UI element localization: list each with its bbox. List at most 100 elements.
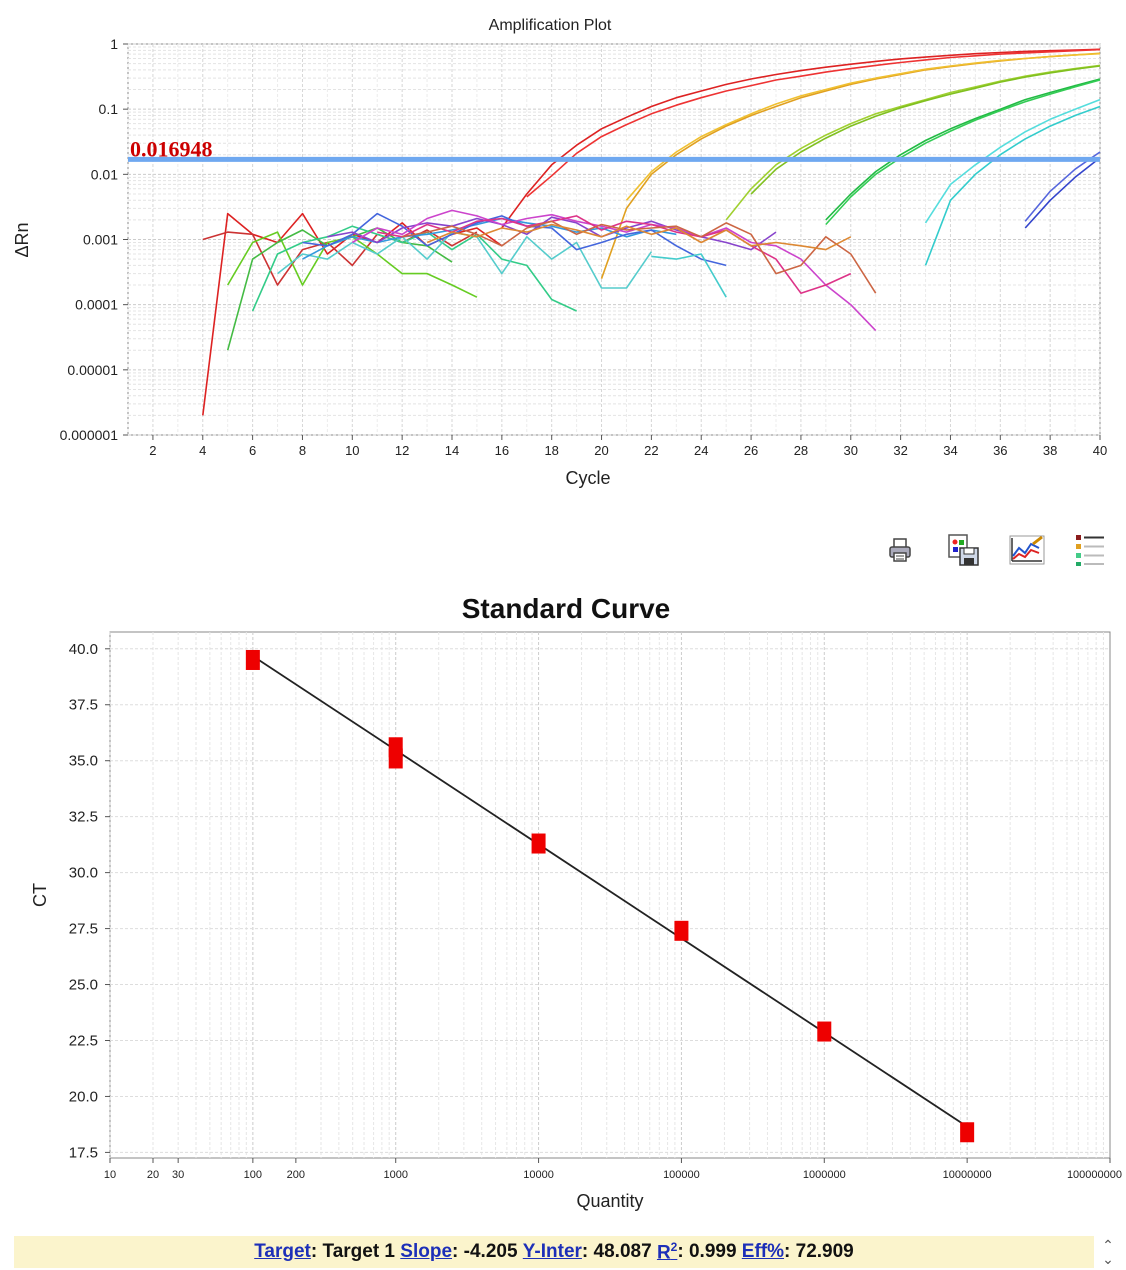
amplification-series-line xyxy=(750,65,1101,195)
legend-button[interactable] xyxy=(1071,530,1111,570)
amplification-series-line xyxy=(251,225,577,312)
slope-link[interactable]: Slope xyxy=(400,1241,453,1262)
amplification-series-line xyxy=(402,220,877,294)
amplification-x-tick-label: 8 xyxy=(299,443,306,458)
print-button[interactable] xyxy=(880,530,920,570)
amplification-x-tick-label: 36 xyxy=(993,443,1007,458)
save-image-button[interactable] xyxy=(944,530,984,570)
amplification-series-line xyxy=(825,79,1101,226)
amplification-x-tick-label: 4 xyxy=(199,443,206,458)
amplification-series-line xyxy=(202,229,478,286)
standard-points-group xyxy=(245,649,975,1143)
amplification-y-tick-label: 0.1 xyxy=(99,101,119,117)
target-value: Target 1 xyxy=(322,1241,396,1262)
standard-curve-y-tick-label: 35.0 xyxy=(69,753,98,770)
amplification-x-tick-label: 30 xyxy=(844,443,858,458)
amplification-y-tick-label: 1 xyxy=(110,36,118,52)
standard-curve-x-tick-label: 10000000 xyxy=(943,1169,992,1181)
threshold-group: 0.016948 xyxy=(128,136,1100,162)
standard-point xyxy=(388,748,403,769)
printer-icon xyxy=(889,538,911,562)
standard-point xyxy=(960,1122,975,1143)
amplification-y-tick-label: 0.01 xyxy=(91,166,118,182)
standard-curve-y-tick-label: 17.5 xyxy=(69,1144,98,1161)
amplification-series-line xyxy=(725,64,1101,221)
fit-line-group xyxy=(252,655,968,1128)
r-squared-value: 0.999 xyxy=(688,1241,737,1262)
standard-point xyxy=(245,649,260,670)
standard-point xyxy=(674,920,689,941)
amplification-y-tick-label: 0.00001 xyxy=(67,362,118,378)
standard-curve-y-tick-label: 22.5 xyxy=(69,1032,98,1049)
target-link[interactable]: Target xyxy=(254,1241,311,1262)
slope-value: -4.205 xyxy=(463,1241,518,1262)
legend-icon xyxy=(1076,535,1105,566)
threshold-label: 0.016948 xyxy=(130,136,213,161)
standard-point xyxy=(817,1021,832,1042)
standard-curve-ticks: 10 20 30 100 200 1000 10000 100000 1000000 100000… xyxy=(69,641,1122,1181)
standard-curve-y-tick-label: 25.0 xyxy=(69,977,98,994)
amplification-grid xyxy=(127,43,1101,436)
standard-curve-x-tick-label: 20 xyxy=(147,1169,159,1181)
amplification-x-tick-label: 38 xyxy=(1043,443,1057,458)
y-intercept-link[interactable]: Y-Inter xyxy=(522,1241,582,1262)
amplification-series-line xyxy=(825,78,1101,221)
y-intercept-value: 48.087 xyxy=(593,1241,652,1262)
standard-curve-x-tick-label: 200 xyxy=(287,1169,305,1181)
amplification-series-line xyxy=(501,48,1101,229)
amplification-x-tick-label: 28 xyxy=(794,443,808,458)
amplification-x-tick-label: 14 xyxy=(445,443,459,458)
amplification-series-line xyxy=(924,98,1101,224)
regression-stats-bar: Target: Target 1 Slope: -4.205 Y-Inter: … xyxy=(14,1236,1094,1268)
amplification-x-tick-label: 34 xyxy=(943,443,957,458)
standard-curve-x-tick-label: 1000000 xyxy=(803,1169,846,1181)
amplification-x-tick-label: 22 xyxy=(644,443,658,458)
amplification-x-tick-label: 18 xyxy=(544,443,558,458)
standard-curve-y-tick-label: 40.0 xyxy=(69,641,98,658)
amplification-x-tick-label: 10 xyxy=(345,443,359,458)
standard-curve-y-tick-label: 37.5 xyxy=(69,697,98,714)
amplification-plot-title: Amplification Plot xyxy=(489,17,612,34)
standard-curve-y-tick-label: 30.0 xyxy=(69,865,98,882)
amplification-x-tick-label: 16 xyxy=(495,443,509,458)
standard-curve-plot-area xyxy=(109,631,1111,1159)
standard-point xyxy=(531,833,546,854)
amplification-series-line xyxy=(426,223,852,251)
amplification-x-tick-label: 12 xyxy=(395,443,409,458)
standard-curve-x-tick-label: 10 xyxy=(104,1169,116,1181)
r-squared-label: R xyxy=(656,1242,671,1264)
amplification-ticks: 2 4 6 8 10 12 14 16 18 20 22 24 26 28 30 32 34 36 38 4010.1… xyxy=(60,36,1108,458)
amplification-x-tick-label: 26 xyxy=(744,443,758,458)
amplification-x-tick-label: 32 xyxy=(893,443,907,458)
standard-curve-x-tick-label: 100 xyxy=(244,1169,262,1181)
amplification-x-tick-label: 6 xyxy=(249,443,256,458)
r-squared-link[interactable]: R2 xyxy=(657,1240,677,1264)
amplification-y-tick-label: 0.0001 xyxy=(75,297,118,313)
standard-curve-y-axis-title: CT xyxy=(30,883,50,907)
standard-curve-title: Standard Curve xyxy=(462,593,671,624)
standard-curve-plot: Standard Curve Quantity CT 10 20 30 100 200 1… xyxy=(30,593,1122,1211)
chart-properties-button[interactable] xyxy=(1007,530,1047,570)
standard-curve-y-tick-label: 20.0 xyxy=(69,1088,98,1105)
amplification-series-line xyxy=(625,52,1101,201)
amplification-series-group xyxy=(202,48,1101,416)
fit-line xyxy=(252,655,968,1128)
stats-scroll-spinner[interactable]: ⌃ ⌄ xyxy=(1096,1236,1120,1268)
amplification-x-tick-label: 2 xyxy=(149,443,156,458)
standard-curve-x-tick-label: 100000000 xyxy=(1067,1169,1122,1181)
standard-curve-y-tick-label: 32.5 xyxy=(69,809,98,826)
standard-curve-y-tick-label: 27.5 xyxy=(69,921,98,938)
amplification-x-tick-label: 24 xyxy=(694,443,708,458)
chart-toolbar xyxy=(880,530,1110,570)
standard-curve-x-axis-title: Quantity xyxy=(576,1191,643,1211)
amplification-series-line xyxy=(526,48,1101,198)
standard-curve-x-tick-label: 100000 xyxy=(663,1169,700,1181)
standard-curve-x-tick-label: 30 xyxy=(172,1169,184,1181)
amplification-series-line xyxy=(351,209,877,332)
amplification-x-tick-label: 40 xyxy=(1093,443,1107,458)
amplification-series-line xyxy=(924,105,1101,266)
chevron-down-icon: ⌄ xyxy=(1102,1251,1114,1267)
standard-curve-grid xyxy=(109,631,1111,1159)
amplification-y-tick-label: 0.001 xyxy=(83,232,118,248)
efficiency-link[interactable]: Eff% xyxy=(741,1241,785,1262)
